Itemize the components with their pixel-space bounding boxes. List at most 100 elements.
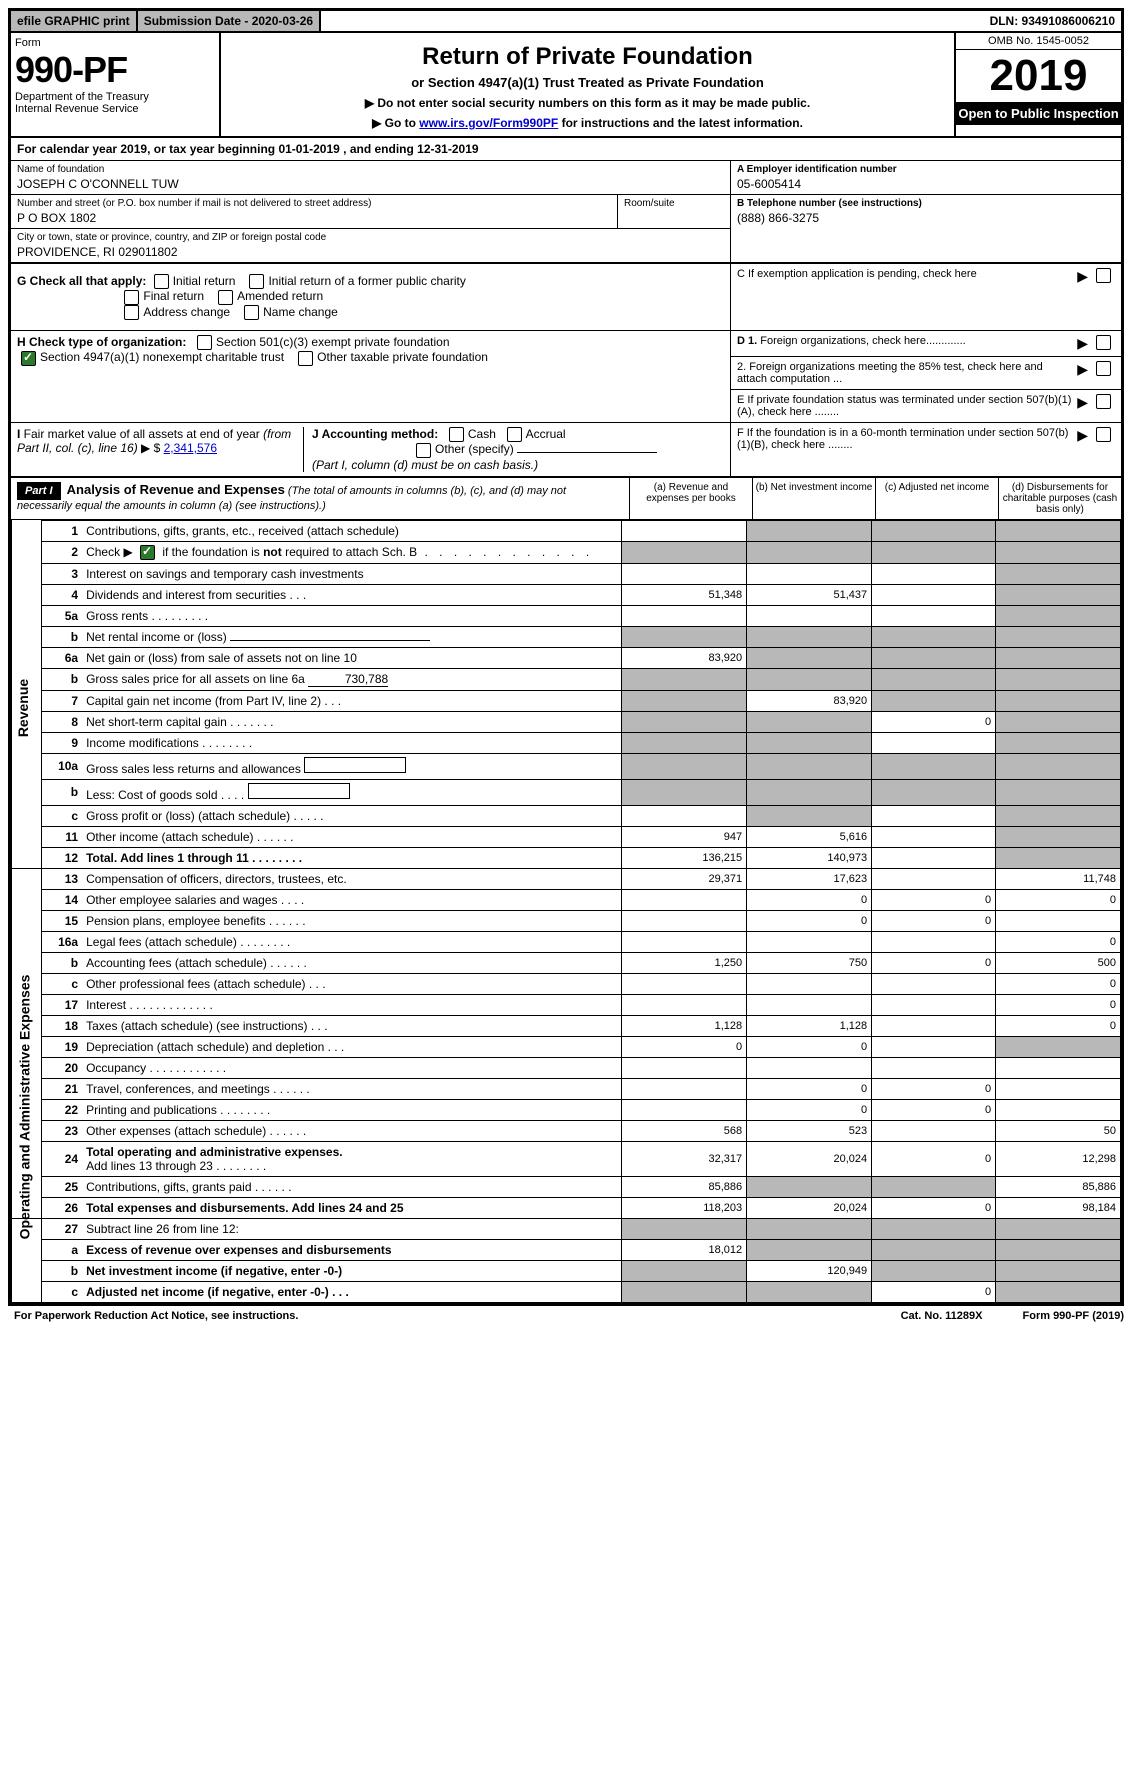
- table-row: 8Net short-term capital gain . . . . . .…: [12, 711, 1121, 732]
- addr-label: Number and street (or P.O. box number if…: [17, 198, 611, 209]
- table-row: 16aLegal fees (attach schedule) . . . . …: [12, 931, 1121, 952]
- table-row: 11Other income (attach schedule) . . . .…: [12, 826, 1121, 847]
- h-other-checkbox[interactable]: [298, 351, 313, 366]
- table-row: 22Printing and publications . . . . . . …: [12, 1099, 1121, 1120]
- table-row: 19Depreciation (attach schedule) and dep…: [12, 1036, 1121, 1057]
- cash-checkbox[interactable]: [449, 427, 464, 442]
- open-public-badge: Open to Public Inspection: [956, 102, 1121, 125]
- col-c-head: (c) Adjusted net income: [875, 478, 998, 519]
- col-a-head: (a) Revenue and expenses per books: [629, 478, 752, 519]
- part1-badge: Part I: [17, 482, 61, 500]
- h-label: H Check type of organization:: [17, 335, 186, 349]
- table-row: cAdjusted net income (if negative, enter…: [12, 1281, 1121, 1302]
- arrow-icon: ▶: [1077, 361, 1088, 378]
- city-value: PROVIDENCE, RI 029011802: [17, 243, 724, 259]
- irs-link[interactable]: www.irs.gov/Form990PF: [419, 116, 558, 130]
- form-number: 990-PF: [15, 49, 215, 91]
- table-row: 7Capital gain net income (from Part IV, …: [12, 690, 1121, 711]
- arrow-icon: ▶: [1077, 394, 1088, 411]
- room-label: Room/suite: [624, 198, 724, 209]
- city-label: City or town, state or province, country…: [17, 232, 724, 243]
- table-row: bLess: Cost of goods sold . . . .: [12, 779, 1121, 805]
- table-row: 26Total expenses and disbursements. Add …: [12, 1197, 1121, 1218]
- part1-table: Revenue 1Contributions, gifts, grants, e…: [11, 520, 1121, 1303]
- table-row: 14Other employee salaries and wages . . …: [12, 889, 1121, 910]
- table-row: 23Other expenses (attach schedule) . . .…: [12, 1120, 1121, 1141]
- efile-button[interactable]: efile GRAPHIC print: [11, 11, 138, 31]
- j-note: (Part I, column (d) must be on cash basi…: [312, 458, 538, 472]
- e-checkbox[interactable]: [1096, 394, 1111, 409]
- phone-value: (888) 866-3275: [737, 209, 1115, 225]
- table-row: 5aGross rents . . . . . . . . .: [12, 605, 1121, 626]
- dln-number: DLN: 93491086006210: [984, 11, 1121, 31]
- cat-no: Cat. No. 11289X: [901, 1310, 983, 1322]
- table-row: 18Taxes (attach schedule) (see instructi…: [12, 1015, 1121, 1036]
- page-footer: For Paperwork Reduction Act Notice, see …: [8, 1306, 1129, 1326]
- sch-b-checkbox[interactable]: [140, 545, 155, 560]
- name-label: Name of foundation: [17, 164, 724, 175]
- dept-label: Department of the Treasury: [15, 91, 215, 103]
- foundation-name: JOSEPH C O'CONNELL TUW: [17, 175, 724, 191]
- phone-label: B Telephone number (see instructions): [737, 198, 1115, 209]
- table-row: 17Interest . . . . . . . . . . . . .0: [12, 994, 1121, 1015]
- final-return-checkbox[interactable]: [124, 290, 139, 305]
- fmv-value[interactable]: 2,341,576: [164, 441, 217, 455]
- d1-checkbox[interactable]: [1096, 335, 1111, 350]
- form-label: Form: [15, 37, 215, 49]
- submission-date: Submission Date - 2020-03-26: [138, 11, 321, 31]
- initial-return-checkbox[interactable]: [154, 274, 169, 289]
- table-row: 24Total operating and administrative exp…: [12, 1141, 1121, 1176]
- g-label: G Check all that apply:: [17, 274, 146, 288]
- addr-change-checkbox[interactable]: [124, 305, 139, 320]
- c-checkbox[interactable]: [1096, 268, 1111, 283]
- col-d-head: (d) Disbursements for charitable purpose…: [998, 478, 1121, 519]
- table-row: 25Contributions, gifts, grants paid . . …: [12, 1176, 1121, 1197]
- form-container: efile GRAPHIC print Submission Date - 20…: [8, 8, 1124, 1306]
- instr-2: ▶ Go to www.irs.gov/Form990PF for instru…: [227, 116, 948, 130]
- j-label: J Accounting method:: [312, 427, 438, 441]
- instr-1: ▶ Do not enter social security numbers o…: [227, 96, 948, 110]
- other-method-checkbox[interactable]: [416, 443, 431, 458]
- d2-checkbox[interactable]: [1096, 361, 1111, 376]
- table-row: cGross profit or (loss) (attach schedule…: [12, 805, 1121, 826]
- table-row: bNet investment income (if negative, ent…: [12, 1260, 1121, 1281]
- address: P O BOX 1802: [17, 209, 611, 225]
- table-row: 27Subtract line 26 from line 12:: [12, 1218, 1121, 1239]
- e-text: E If private foundation status was termi…: [737, 394, 1073, 418]
- part1-title: Analysis of Revenue and Expenses: [67, 482, 285, 497]
- table-row: cOther professional fees (attach schedul…: [12, 973, 1121, 994]
- table-row: 3Interest on savings and temporary cash …: [12, 563, 1121, 584]
- entity-info: Name of foundation JOSEPH C O'CONNELL TU…: [11, 161, 1121, 264]
- initial-former-checkbox[interactable]: [249, 274, 264, 289]
- accrual-checkbox[interactable]: [507, 427, 522, 442]
- arrow-icon: ▶: [1077, 268, 1088, 285]
- i-label: I Fair market value of all assets at end…: [17, 427, 291, 455]
- table-row: 6aNet gain or (loss) from sale of assets…: [12, 647, 1121, 668]
- table-row: 4Dividends and interest from securities …: [12, 584, 1121, 605]
- f-text: F If the foundation is in a 60-month ter…: [737, 427, 1073, 451]
- revenue-side-label: Revenue: [15, 679, 31, 737]
- name-change-checkbox[interactable]: [244, 305, 259, 320]
- table-row: 2Check ▶ if the foundation is not requir…: [12, 541, 1121, 563]
- omb-number: OMB No. 1545-0052: [956, 33, 1121, 50]
- table-row: Revenue 1Contributions, gifts, grants, e…: [12, 520, 1121, 541]
- arrow-icon: ▶: [1077, 427, 1088, 444]
- table-row: aExcess of revenue over expenses and dis…: [12, 1239, 1121, 1260]
- arrow-icon: ▶: [1077, 335, 1088, 352]
- tax-year: 2019: [956, 50, 1121, 102]
- h-501c3-checkbox[interactable]: [197, 335, 212, 350]
- table-row: Operating and Administrative Expenses 13…: [12, 868, 1121, 889]
- h-4947-checkbox[interactable]: [21, 351, 36, 366]
- d1-text: Foreign organizations, check here.......…: [760, 335, 965, 347]
- irs-label: Internal Revenue Service: [15, 103, 215, 115]
- table-row: bGross sales price for all assets on lin…: [12, 668, 1121, 690]
- table-row: 21Travel, conferences, and meetings . . …: [12, 1078, 1121, 1099]
- amended-checkbox[interactable]: [218, 290, 233, 305]
- f-checkbox[interactable]: [1096, 427, 1111, 442]
- form-title: Return of Private Foundation: [227, 43, 948, 71]
- paperwork-notice: For Paperwork Reduction Act Notice, see …: [14, 1310, 298, 1322]
- part1-header-row: Part I Analysis of Revenue and Expenses …: [11, 478, 1121, 520]
- col-b-head: (b) Net investment income: [752, 478, 875, 519]
- form-header: Form 990-PF Department of the Treasury I…: [11, 33, 1121, 138]
- form-footer-label: Form 990-PF (2019): [1023, 1310, 1125, 1322]
